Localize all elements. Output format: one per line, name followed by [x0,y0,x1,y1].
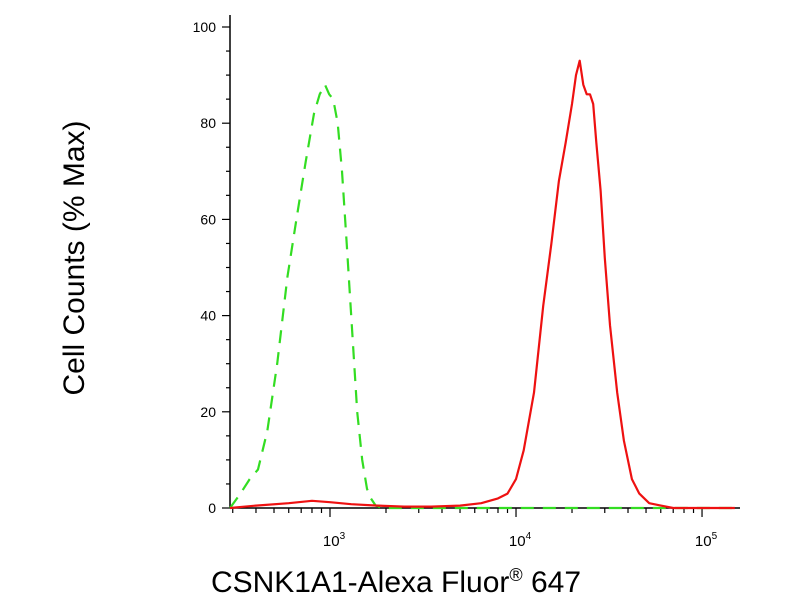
y-tick-label: 20 [200,404,216,420]
y-tick-label: 0 [208,500,216,516]
x-tick-label: 103 [323,531,346,550]
y-tick-label: 60 [200,211,216,227]
y-axis-title-group: Cell Counts (% Max) [58,120,91,395]
x-axis-title-main: CSNK1A1-Alexa Fluor [211,566,509,599]
series-solid-red-line [229,59,735,510]
y-axis-title: Cell Counts (% Max) [58,120,91,395]
plot-area: 0 20 40 60 80 100 103 104 105 [193,15,740,550]
x-axis-title-suffix: 647 [523,566,581,599]
x-tick-label: 105 [695,531,718,550]
x-axis-title: CSNK1A1-Alexa Fluor® 647 [211,565,581,599]
x-axis-title-registered: ® [509,565,522,585]
y-tick-label: 40 [200,308,216,324]
y-tick-label: 100 [193,19,217,35]
series-dashed-green-line [229,83,735,510]
x-tick-label: 104 [509,531,532,550]
y-tick-label: 80 [200,115,216,131]
